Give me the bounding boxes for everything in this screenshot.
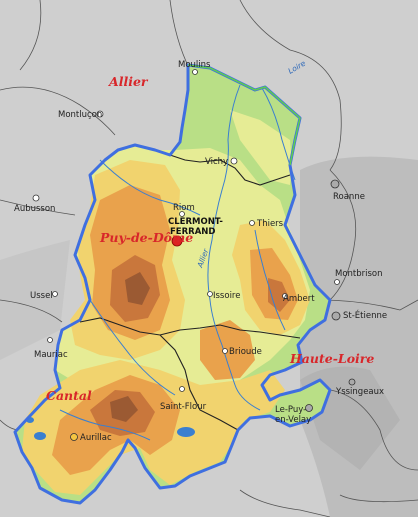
marker-le-puy[interactable]: [305, 404, 313, 412]
label-vichy: Vichy: [205, 157, 228, 167]
label-yssingeaux: Yssingeaux: [335, 387, 384, 397]
lakes: [26, 417, 195, 440]
outside-relief-west: [0, 240, 70, 360]
label-ussel: Ussel: [30, 291, 53, 301]
relief-peak-plomb: [110, 396, 138, 422]
label-ambert: Ambert: [283, 294, 315, 304]
label-issoire: Issoire: [213, 291, 240, 301]
label-montbrison: Montbrison: [335, 269, 383, 279]
marker-clermont-ferrand[interactable]: [171, 235, 183, 247]
label-aubusson: Aubusson: [14, 204, 55, 214]
label-clermont-2: FERRAND: [170, 227, 215, 237]
allier-border: [187, 64, 301, 166]
marker-thiers[interactable]: [249, 220, 255, 226]
label-le-puy-1: Le-Puy-: [275, 405, 306, 415]
marker-montbrison[interactable]: [334, 279, 340, 285]
marker-roanne[interactable]: [330, 179, 340, 189]
label-dept-haute-loire: Haute-Loire: [289, 351, 374, 366]
marker-ussel[interactable]: [52, 291, 58, 297]
label-riom: Riom: [173, 203, 195, 213]
marker-moulins[interactable]: [192, 69, 198, 75]
label-clermont-1: CLERMONT-: [168, 217, 223, 227]
marker-issoire[interactable]: [207, 291, 213, 297]
marker-aurillac[interactable]: [70, 433, 78, 441]
label-thiers: Thiers: [256, 219, 284, 229]
label-aurillac: Aurillac: [80, 433, 112, 443]
label-saint-flour: Saint-Flour: [160, 402, 207, 412]
region-border: [13, 63, 332, 505]
marker-brioude[interactable]: [222, 348, 228, 354]
label-roanne: Roanne: [333, 192, 365, 202]
label-dept-puy-de-dome: Puy-de-Dôme: [99, 230, 193, 245]
label-dept-allier: Allier: [108, 74, 149, 89]
marker-saint-etienne[interactable]: [331, 311, 341, 321]
label-mauriac: Mauriac: [34, 350, 68, 360]
label-dept-cantal: Cantal: [46, 388, 92, 403]
marker-ambert[interactable]: [282, 293, 288, 299]
marker-riom[interactable]: [179, 211, 185, 217]
relief-peak-sancy: [125, 272, 150, 305]
marker-vichy[interactable]: [230, 157, 238, 165]
rivers: [59, 84, 296, 441]
label-brioude: Brioude: [229, 347, 262, 357]
marker-aubusson[interactable]: [32, 194, 40, 202]
label-le-puy-2: en-Velay: [275, 415, 311, 425]
label-moulins: Moulins: [178, 60, 211, 70]
city-markers: [32, 69, 356, 441]
marker-montlucon[interactable]: [96, 110, 104, 118]
marker-yssingeaux[interactable]: [348, 378, 356, 386]
marker-mauriac[interactable]: [47, 337, 53, 343]
label-saint-etienne: St-Étienne: [343, 309, 387, 321]
relief-plain-north: [230, 110, 292, 185]
label-montlucon: Montluçon: [58, 110, 102, 120]
marker-saint-flour[interactable]: [179, 386, 185, 392]
